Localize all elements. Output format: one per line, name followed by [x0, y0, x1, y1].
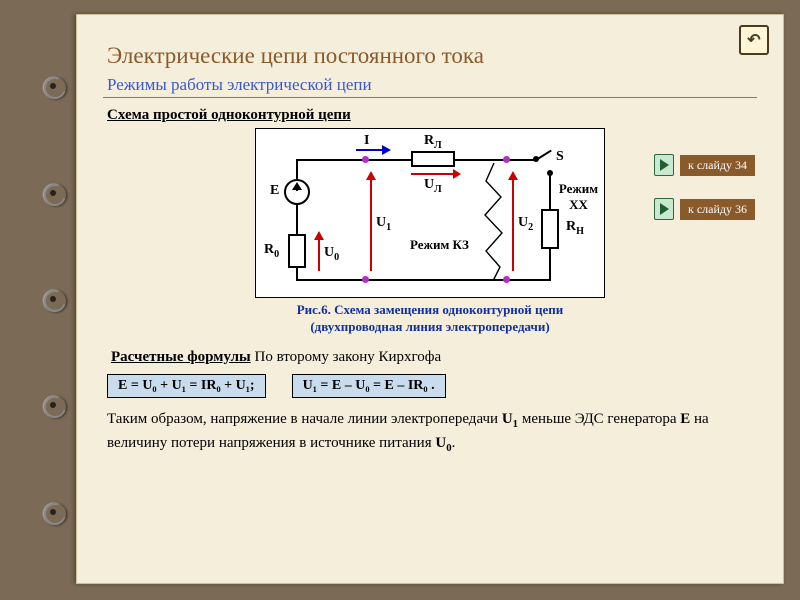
- label-RL: RЛ: [424, 133, 442, 151]
- formula-2: U₁ = E – U₀ = E – IR₀ .: [292, 374, 446, 398]
- play-icon: [654, 198, 674, 220]
- label-R0: R0: [264, 242, 279, 260]
- formulas-heading: Расчетные формулы По второму закону Кирх…: [107, 346, 753, 369]
- label-RH: RН: [566, 219, 584, 237]
- link-slide-36[interactable]: к слайду 36: [654, 198, 755, 220]
- page-subtitle: Режимы работы электрической цепи: [107, 75, 757, 95]
- binder-rings: [42, 0, 72, 600]
- label-U0: U0: [324, 245, 339, 263]
- link-label: к слайду 36: [680, 199, 755, 220]
- link-label: к слайду 34: [680, 155, 755, 176]
- side-links: к слайду 34 к слайду 36: [654, 154, 755, 242]
- slide-page: ↶ Электрические цепи постоянного тока Ре…: [76, 14, 784, 584]
- back-icon: ↶: [747, 30, 760, 50]
- divider: [103, 97, 757, 98]
- figure-caption: Рис.6. Схема замещения одноконтурной цеп…: [103, 302, 757, 336]
- page-title: Электрические цепи постоянного тока: [107, 43, 757, 69]
- ring-icon: [42, 394, 64, 418]
- label-S: S: [556, 149, 564, 165]
- back-button[interactable]: ↶: [739, 25, 769, 55]
- circuit-diagram: S E R0 RЛ I UЛ RН: [255, 128, 605, 298]
- label-E: E: [270, 183, 279, 199]
- short-circuit-icon: [481, 163, 507, 281]
- play-icon: [654, 154, 674, 176]
- ring-icon: [42, 75, 64, 99]
- ring-icon: [42, 501, 64, 525]
- label-U2: U2: [518, 215, 533, 233]
- label-U1: U1: [376, 215, 391, 233]
- link-slide-34[interactable]: к слайду 34: [654, 154, 755, 176]
- conclusion-text: Таким образом, напряжение в начале линии…: [107, 408, 753, 456]
- formulas-row: E = U₀ + U₁ = IR₀ + U₁; U₁ = E – U₀ = E …: [107, 374, 757, 398]
- section-heading-schema: Схема простой одноконтурной цепи: [107, 107, 351, 123]
- label-I: I: [364, 133, 369, 149]
- figure-block: S E R0 RЛ I UЛ RН: [103, 128, 757, 336]
- label-mode-xx: Режим ХХ: [553, 181, 604, 213]
- ring-icon: [42, 288, 64, 312]
- label-UL: UЛ: [424, 177, 442, 195]
- formula-1: E = U₀ + U₁ = IR₀ + U₁;: [107, 374, 266, 398]
- label-mode-kz: Режим КЗ: [410, 237, 469, 253]
- ring-icon: [42, 182, 64, 206]
